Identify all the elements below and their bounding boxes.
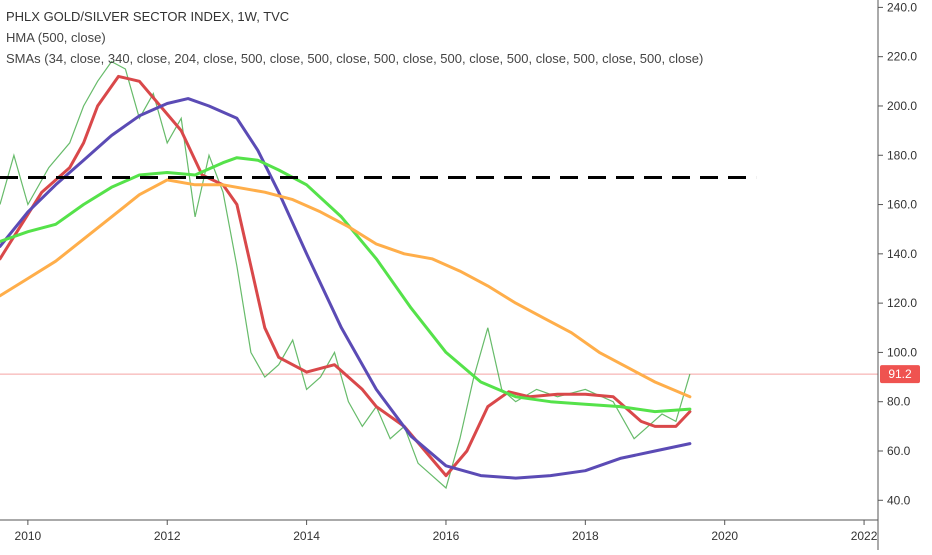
y-tick-label: 40.0 <box>887 493 911 507</box>
last-price-badge <box>880 365 920 384</box>
x-tick-label: 2016 <box>433 529 460 543</box>
y-tick-label: 220.0 <box>887 50 917 64</box>
y-tick-label: 180.0 <box>887 148 917 162</box>
y-tick-label: 80.0 <box>887 395 911 409</box>
x-tick-label: 2012 <box>154 529 181 543</box>
x-tick-label: 2022 <box>851 529 878 543</box>
series-line-2 <box>0 97 692 480</box>
series-line-4 <box>0 178 692 399</box>
y-tick-label: 240.0 <box>887 0 917 14</box>
series-line-1 <box>0 74 692 478</box>
last-price-label: 91.2 <box>888 367 912 381</box>
price-line <box>0 60 691 490</box>
x-tick-label: 2014 <box>293 529 320 543</box>
x-tick-label: 2020 <box>711 529 738 543</box>
y-tick-label: 140.0 <box>887 247 917 261</box>
y-tick-label: 120.0 <box>887 296 917 310</box>
x-tick-label: 2010 <box>15 529 42 543</box>
x-tick-label: 2018 <box>572 529 599 543</box>
y-tick-label: 100.0 <box>887 345 917 359</box>
y-tick-label: 160.0 <box>887 198 917 212</box>
y-tick-label: 60.0 <box>887 444 911 458</box>
y-tick-label: 200.0 <box>887 99 917 113</box>
